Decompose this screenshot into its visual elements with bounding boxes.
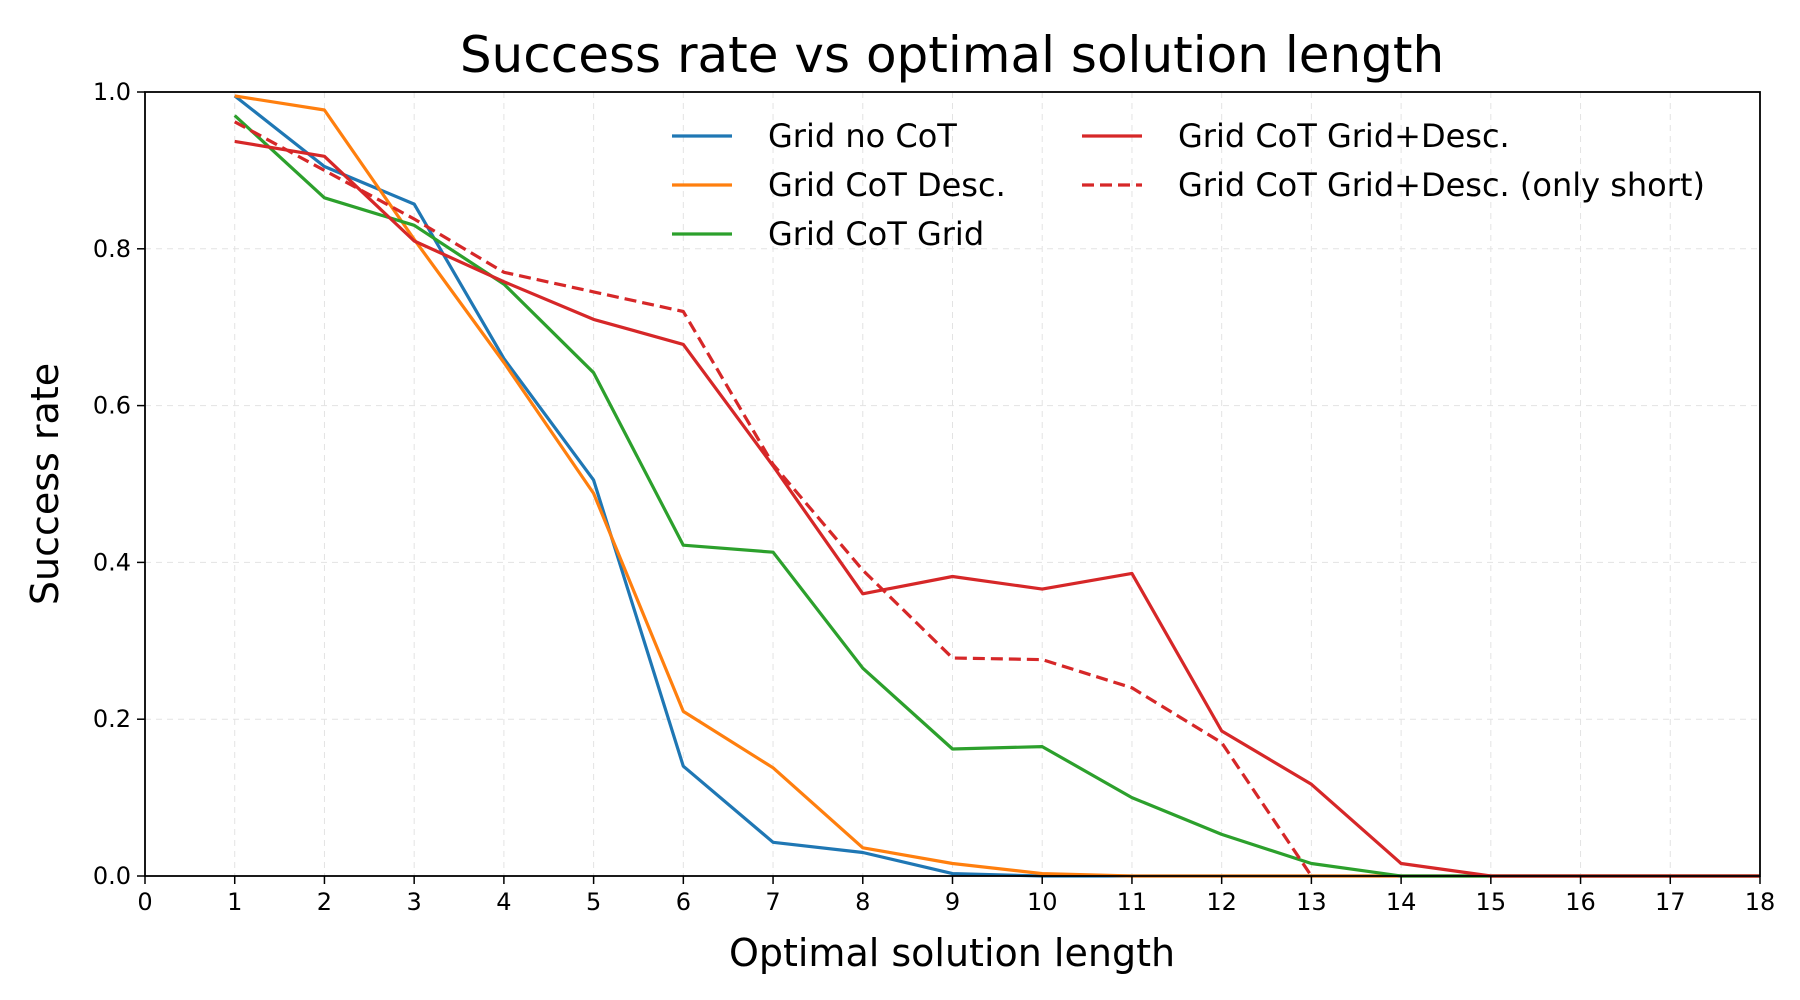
x-tick-label: 6 [676, 888, 691, 916]
x-tick-label: 18 [1745, 888, 1776, 916]
x-tick-label: 7 [765, 888, 780, 916]
y-tick-label: 1.0 [93, 78, 131, 106]
y-axis-label: Success rate [23, 363, 67, 605]
legend-label: Grid CoT Grid [768, 215, 984, 253]
x-tick-label: 16 [1565, 888, 1596, 916]
x-tick-label: 4 [496, 888, 511, 916]
grid-layer [144, 91, 1761, 877]
y-tick-label: 0.0 [93, 862, 131, 890]
series-line-5 [233, 120, 1313, 877]
tick-layer: 0 1 2 3 4 5 6 7 8 9 10 11 12 13 14 15 16 17 180.00.20.40.6… [93, 78, 1775, 916]
x-tick-label: 3 [407, 888, 422, 916]
plot-frame [144, 91, 1761, 877]
legend: Grid no CoT Grid CoT Desc. Grid CoT Grid Gr… [672, 117, 1705, 253]
x-tick-label: 1 [227, 888, 242, 916]
series-layer [233, 94, 1760, 878]
x-tick-label: 15 [1476, 888, 1507, 916]
y-tick-label: 0.2 [93, 705, 131, 733]
x-tick-label: 12 [1206, 888, 1237, 916]
x-tick-label: 10 [1027, 888, 1058, 916]
series-line-1 [233, 94, 1760, 878]
x-tick-label: 14 [1386, 888, 1417, 916]
legend-label: Grid no CoT [768, 117, 957, 155]
x-tick-label: 13 [1296, 888, 1327, 916]
y-tick-label: 0.8 [93, 235, 131, 263]
x-tick-label: 8 [855, 888, 870, 916]
legend-label: Grid CoT Desc. [768, 166, 1006, 204]
series-line-2 [234, 94, 1760, 878]
x-tick-label: 17 [1655, 888, 1686, 916]
series-line-4 [234, 139, 1760, 878]
y-tick-label: 0.6 [93, 392, 131, 420]
x-axis-label: Optimal solution length [729, 931, 1175, 975]
x-tick-label: 0 [137, 888, 152, 916]
x-tick-label: 2 [317, 888, 332, 916]
x-tick-label: 9 [945, 888, 960, 916]
x-tick-label: 11 [1117, 888, 1148, 916]
legend-label: Grid CoT Grid+Desc. [1178, 117, 1510, 155]
y-tick-label: 0.4 [93, 548, 131, 576]
series-line-3 [233, 114, 1760, 878]
legend-label: Grid CoT Grid+Desc. (only short) [1178, 166, 1705, 204]
x-tick-label: 5 [586, 888, 601, 916]
chart-title: Success rate vs optimal solution length [460, 26, 1444, 84]
